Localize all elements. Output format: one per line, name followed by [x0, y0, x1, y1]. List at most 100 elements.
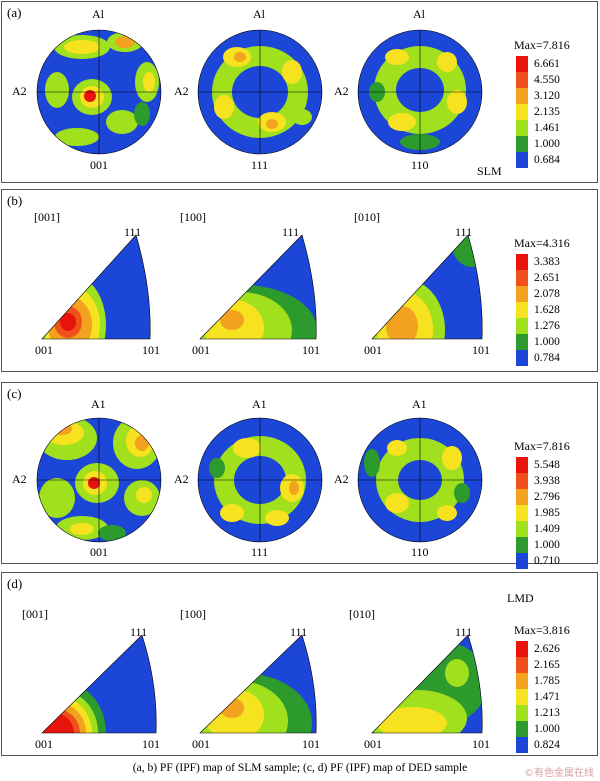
legend-swatch — [516, 302, 528, 318]
ipf-corner-top: 111 — [455, 225, 473, 239]
ipf-corner-right: 101 — [142, 737, 160, 751]
pole-label-left: A2 — [174, 472, 189, 486]
watermark: ©有色金属在线 — [524, 768, 594, 779]
legend-value: 2.078 — [534, 288, 560, 300]
legend-swatch — [516, 56, 528, 72]
legend-value: 1.785 — [534, 675, 560, 687]
panel-a: (a) — [1, 1, 598, 183]
pole-label-top: A1 — [91, 397, 106, 411]
legend-value: 1.000 — [534, 723, 560, 735]
legend-value: 5.548 — [534, 459, 560, 471]
legend-swatch — [516, 120, 528, 136]
legend-max: Max=4.316 — [514, 236, 570, 250]
pole-label-bottom: 001 — [90, 545, 108, 559]
color-legend: Max=3.816 2.626 2.165 1.785 1.471 1.213 … — [514, 623, 570, 753]
legend-swatch — [516, 104, 528, 120]
legend-swatch — [516, 270, 528, 286]
legend-swatch — [516, 489, 528, 505]
legend-swatch — [516, 537, 528, 553]
ipf-corner-left: 001 — [35, 343, 53, 357]
legend-swatch — [516, 457, 528, 473]
ipf-corner-top: 111 — [130, 625, 148, 639]
legend-value: 3.938 — [534, 475, 560, 487]
ipf-corner-top: 111 — [290, 625, 308, 639]
legend-swatch — [516, 689, 528, 705]
legend-max: Max=7.816 — [514, 439, 570, 453]
pole-label-left: A2 — [334, 84, 349, 98]
panel-tag: (c) — [7, 386, 22, 401]
legend-swatch — [516, 657, 528, 673]
legend-swatch — [516, 521, 528, 537]
legend-swatch — [516, 152, 528, 168]
ipf-corner-right: 101 — [302, 737, 320, 751]
color-legend: Max=7.816 5.548 3.938 2.796 1.985 1.409 … — [514, 439, 570, 569]
legend-swatch — [516, 254, 528, 270]
ipf-corner-right: 101 — [142, 343, 160, 357]
legend-swatch — [516, 88, 528, 104]
legend-value: 1.985 — [534, 507, 560, 519]
ipf-corner-left: 001 — [364, 343, 382, 357]
pole-label-bottom: 001 — [90, 158, 108, 172]
ipf-100 — [200, 235, 317, 339]
ipf-direction-label: [100] — [180, 607, 206, 621]
ipf-010 — [372, 635, 483, 733]
legend-value: 1.628 — [534, 304, 560, 316]
pole-label-top: Al — [413, 7, 425, 21]
ipf-corner-top: 111 — [455, 625, 473, 639]
figure-caption: (a, b) PF (IPF) map of SLM sample; (c, d… — [132, 762, 468, 774]
sample-label: SLM — [477, 164, 502, 178]
ipf-direction-label: [001] — [34, 210, 60, 224]
legend-swatch — [516, 473, 528, 489]
pole-label-top: A1 — [252, 397, 267, 411]
legend-value: 2.796 — [534, 491, 560, 503]
pole-label-top: Al — [253, 7, 265, 21]
legend-swatch — [516, 721, 528, 737]
legend-value: 2.626 — [534, 643, 560, 655]
pole-figure-group — [36, 29, 483, 155]
panel-tag: (d) — [7, 576, 23, 591]
ipf-corner-top: 111 — [124, 225, 142, 239]
ipf-corner-top: 111 — [282, 225, 300, 239]
ipf-group — [41, 634, 483, 734]
legend-value: 6.661 — [534, 58, 560, 70]
legend-swatch — [516, 553, 528, 569]
legend-swatch — [516, 136, 528, 152]
pole-figure-111 — [198, 418, 322, 542]
legend-value: 3.383 — [534, 256, 560, 268]
ipf-direction-label: [001] — [22, 607, 48, 621]
pole-label-left: A2 — [174, 84, 189, 98]
legend-value: 1.471 — [534, 691, 560, 703]
ipf-direction-label: [100] — [180, 210, 206, 224]
ipf-corner-left: 001 — [192, 343, 210, 357]
pole-label-bottom: 111 — [251, 545, 269, 559]
pole-figure-110 — [358, 418, 482, 542]
panel-c: (c) — [1, 382, 598, 569]
ipf-corner-left: 001 — [192, 737, 210, 751]
ipf-corner-right: 101 — [472, 737, 490, 751]
legend-swatch — [516, 286, 528, 302]
ipf-corner-left: 001 — [364, 737, 382, 751]
ipf-group — [41, 234, 483, 340]
ipf-direction-label: [010] — [349, 607, 375, 621]
pole-label-bottom: 110 — [411, 545, 429, 559]
legend-value: 1.276 — [534, 320, 560, 332]
legend-max: Max=7.816 — [514, 38, 570, 52]
pole-label-top: Al — [92, 7, 104, 21]
legend-swatch — [516, 318, 528, 334]
legend-swatch — [516, 505, 528, 521]
color-legend: Max=4.316 3.383 2.651 2.078 1.628 1.276 … — [514, 236, 570, 366]
ipf-corner-right: 101 — [472, 343, 490, 357]
pole-label-left: A2 — [334, 472, 349, 486]
sample-label: LMD — [507, 591, 534, 605]
pole-label-top: A1 — [412, 397, 427, 411]
legend-swatch — [516, 334, 528, 350]
pole-label-left: A2 — [12, 472, 27, 486]
pole-label-bottom: 110 — [411, 158, 429, 172]
legend-value: 4.550 — [534, 74, 560, 86]
pole-label-left: A2 — [12, 84, 27, 98]
legend-value: 1.461 — [534, 122, 560, 134]
legend-value: 0.710 — [534, 555, 560, 567]
legend-value: 0.824 — [534, 739, 560, 751]
panel-b: (b) — [1, 189, 598, 372]
legend-swatch — [516, 641, 528, 657]
